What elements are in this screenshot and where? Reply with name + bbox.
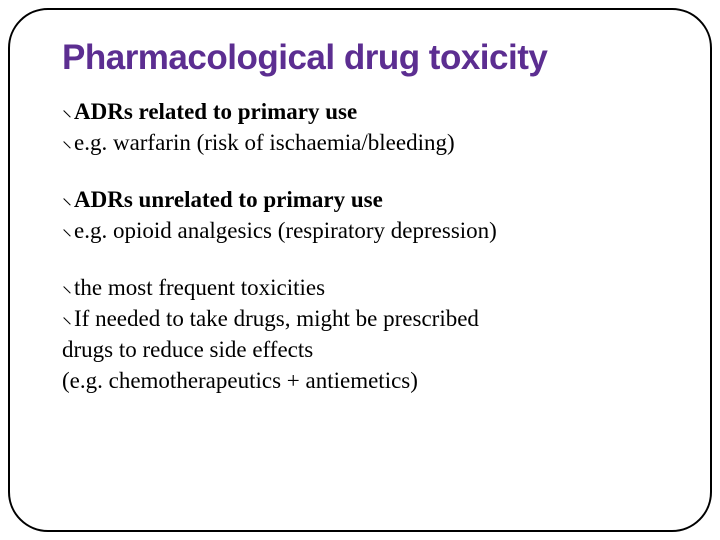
bullet-group: ⸜ the most frequent toxicities ⸜ If need… [62, 272, 658, 396]
bullet-text: ADRs related to primary use [74, 96, 357, 127]
bullet-text: If needed to take drugs, might be prescr… [74, 303, 479, 334]
wave-bullet-icon: ⸜ [62, 215, 72, 244]
bullet-text: e.g. opioid analgesics (respiratory depr… [74, 215, 497, 246]
wave-bullet-icon: ⸜ [62, 96, 72, 125]
bullet-line: ⸜ e.g. opioid analgesics (respiratory de… [62, 215, 658, 246]
bullet-line: ⸜ ADRs unrelated to primary use [62, 184, 658, 215]
bullet-text: e.g. warfarin (risk of ischaemia/bleedin… [74, 127, 455, 158]
wave-bullet-icon: ⸜ [62, 303, 72, 332]
slide-title: Pharmacological drug toxicity [62, 38, 658, 78]
bullet-group: ⸜ ADRs unrelated to primary use ⸜ e.g. o… [62, 184, 658, 246]
slide-frame: Pharmacological drug toxicity ⸜ ADRs rel… [8, 8, 712, 532]
bullet-line: ⸜ e.g. warfarin (risk of ischaemia/bleed… [62, 127, 658, 158]
bullet-line: ⸜ ADRs related to primary use [62, 96, 658, 127]
wave-bullet-icon: ⸜ [62, 184, 72, 213]
body-line: drugs to reduce side effects [62, 334, 658, 365]
line-text: drugs to reduce side effects [62, 337, 313, 362]
bullet-line: ⸜ the most frequent toxicities [62, 272, 658, 303]
wave-bullet-icon: ⸜ [62, 127, 72, 156]
bullet-group: ⸜ ADRs related to primary use ⸜ e.g. war… [62, 96, 658, 158]
bullet-text: ADRs unrelated to primary use [74, 184, 383, 215]
body-line: (e.g. chemotherapeutics + antiemetics) [62, 365, 658, 396]
slide-body: ⸜ ADRs related to primary use ⸜ e.g. war… [62, 96, 658, 396]
line-text: (e.g. chemotherapeutics + antiemetics) [62, 368, 418, 393]
wave-bullet-icon: ⸜ [62, 272, 72, 301]
bullet-line: ⸜ If needed to take drugs, might be pres… [62, 303, 658, 334]
bullet-text: the most frequent toxicities [74, 272, 325, 303]
